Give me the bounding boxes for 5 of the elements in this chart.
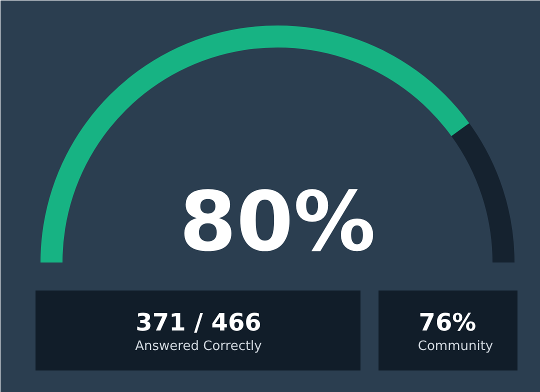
data-label: 80% [179, 175, 376, 270]
text: 76% [418, 308, 476, 336]
text: Answered Correctly [135, 339, 262, 354]
text: 371 / 466 [136, 308, 262, 336]
text: Community [418, 339, 494, 354]
